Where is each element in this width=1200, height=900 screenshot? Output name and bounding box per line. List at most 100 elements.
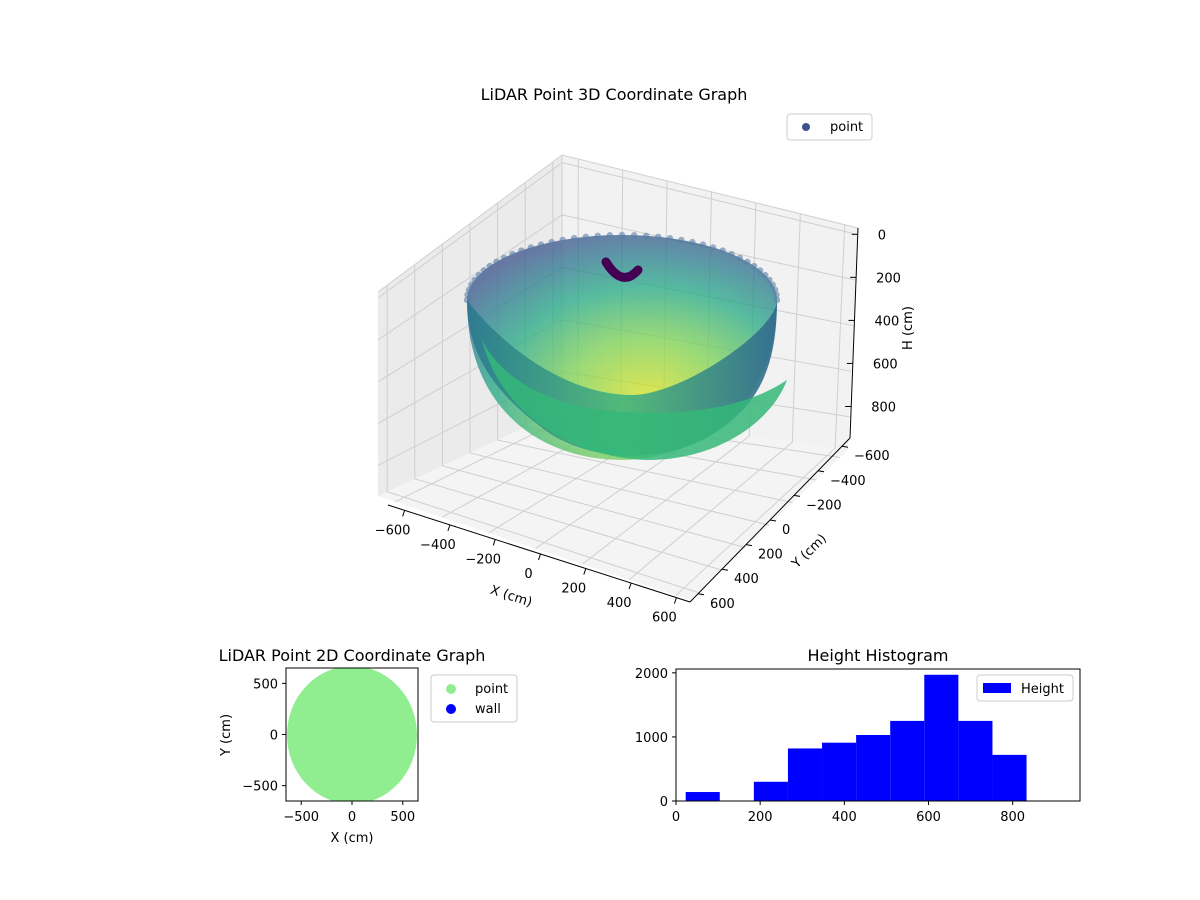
x-tick-label-2d: 0 [348, 810, 356, 825]
x-tick-label-3d: −200 [465, 552, 501, 567]
rim-point [475, 271, 482, 279]
legend-2d-point-label: point [475, 682, 508, 697]
rim-point [480, 267, 488, 274]
y-ticks-2d: −500 0 500 [242, 677, 286, 795]
x-tick-3d [628, 582, 632, 590]
x-tick-3d [492, 539, 496, 546]
rim-point [559, 236, 566, 244]
y-tick-3d [745, 544, 753, 547]
x-tick-3d [583, 568, 587, 575]
x-axis-line [387, 504, 691, 603]
x-ticks-histogram: 0 200 400 600 800 [672, 801, 1025, 825]
x-tick-label-2d: 500 [390, 810, 415, 825]
rim-point [464, 291, 471, 299]
rim-point [606, 232, 614, 239]
rim-point [468, 281, 475, 289]
x-tick-label-3d: 600 [652, 611, 677, 626]
histogram-title: Height Histogram [808, 646, 949, 665]
y-tick-label-3d: −400 [830, 474, 866, 489]
y-ticks-histogram: 0 1000 2000 [635, 667, 676, 810]
rim-point [728, 250, 735, 258]
x-tick-3d [402, 510, 406, 517]
rim-point [500, 254, 508, 261]
legend-2d-wall-label: wall [475, 702, 501, 717]
x-tick-label-histogram: 0 [672, 810, 680, 825]
y-tick-3d [721, 568, 729, 571]
rim-point [771, 286, 779, 294]
y-tick-label-histogram: 2000 [635, 667, 668, 682]
y-axis-label-2d: Y (cm) [219, 714, 234, 757]
chart-3d: LiDAR Point 3D Coordinate Graph −600 −400… [375, 85, 916, 626]
rim-point [773, 291, 780, 299]
legend-3d-frame [786, 113, 873, 141]
z-tick-label-3d: 600 [873, 357, 898, 372]
rim-point [486, 262, 494, 270]
x-axis-label-3d: X (cm) [488, 583, 534, 611]
legend-3d: point [786, 113, 873, 141]
y-tick-label-2d: 0 [270, 729, 278, 744]
rim-point [465, 286, 473, 294]
x-tick-label-histogram: 600 [916, 810, 941, 825]
rim-point [750, 262, 758, 270]
chart-histogram: Height Histogram 0 200 400 600 800 0 1000 2000… [635, 646, 1081, 825]
rim-point [766, 276, 773, 284]
x-tick-label-3d: 400 [607, 596, 632, 611]
x-tick-label-3d: −600 [375, 523, 411, 538]
rim-point [719, 247, 726, 254]
y-tick-label-2d: −500 [242, 780, 278, 795]
histogram-bars [685, 674, 1027, 801]
y-tick-label-3d: −600 [854, 449, 890, 464]
legend-3d-marker [802, 123, 810, 131]
y-tick-label-histogram: 1000 [635, 731, 668, 746]
rim-point [518, 247, 525, 254]
rim-point [756, 267, 764, 274]
z-axis-line [849, 227, 859, 439]
rim-point [643, 232, 650, 240]
histogram-bar [856, 735, 891, 801]
point-cloud-2d [287, 668, 417, 801]
plot-frame-histogram [675, 668, 1081, 802]
rim-point [594, 232, 601, 240]
histogram-bar [787, 748, 823, 801]
z-tick-label-3d: 400 [874, 314, 899, 329]
x-tick-3d [673, 597, 677, 604]
y-ticks-3d: −600 −400 −200 0 200 400 600 [697, 445, 890, 612]
y-tick-3d [817, 470, 825, 473]
rim-point [527, 244, 535, 251]
histogram-bar [822, 742, 857, 801]
y-tick-label-3d: −200 [806, 498, 842, 513]
x-tick-label-histogram: 400 [832, 810, 857, 825]
legend-histogram: Height [976, 674, 1074, 702]
legend-3d-label: point [830, 120, 863, 135]
legend-histogram-swatch [983, 683, 1011, 693]
x-tick-label-3d: 200 [561, 582, 586, 597]
legend-2d: point wall [430, 674, 518, 723]
y-tick-label-histogram: 0 [660, 795, 668, 810]
x-ticks-3d: −600 −400 −200 0 200 400 600 [375, 510, 677, 626]
y-tick-3d [793, 494, 801, 497]
y-tick-label-2d: 500 [253, 677, 278, 692]
chart-2d: LiDAR Point 2D Coordinate Graph −500 0 500… [219, 646, 518, 846]
histogram-bar [890, 720, 925, 801]
rim-point [744, 258, 751, 265]
rim-point [769, 281, 776, 289]
rim-point [537, 241, 545, 248]
x-tick-3d [447, 524, 451, 532]
x-tick-label-2d: −500 [283, 810, 319, 825]
legend-2d-point-marker [446, 684, 456, 694]
x-axis-label-2d: X (cm) [331, 831, 374, 846]
legend-histogram-label: Height [1021, 682, 1064, 697]
rim-point [736, 254, 744, 261]
rim-point [654, 233, 662, 240]
y-tick-label-3d: 0 [782, 523, 790, 538]
x-tick-label-histogram: 800 [1000, 810, 1025, 825]
rim-point [689, 238, 696, 246]
z-tick-label-3d: 800 [871, 401, 896, 416]
rim-point [762, 271, 769, 279]
pane-floor [378, 410, 848, 600]
dark-point-arc [601, 257, 643, 282]
z-tick-label-3d: 0 [878, 228, 886, 243]
rim-point [709, 244, 717, 251]
chart-2d-title: LiDAR Point 2D Coordinate Graph [219, 646, 486, 665]
